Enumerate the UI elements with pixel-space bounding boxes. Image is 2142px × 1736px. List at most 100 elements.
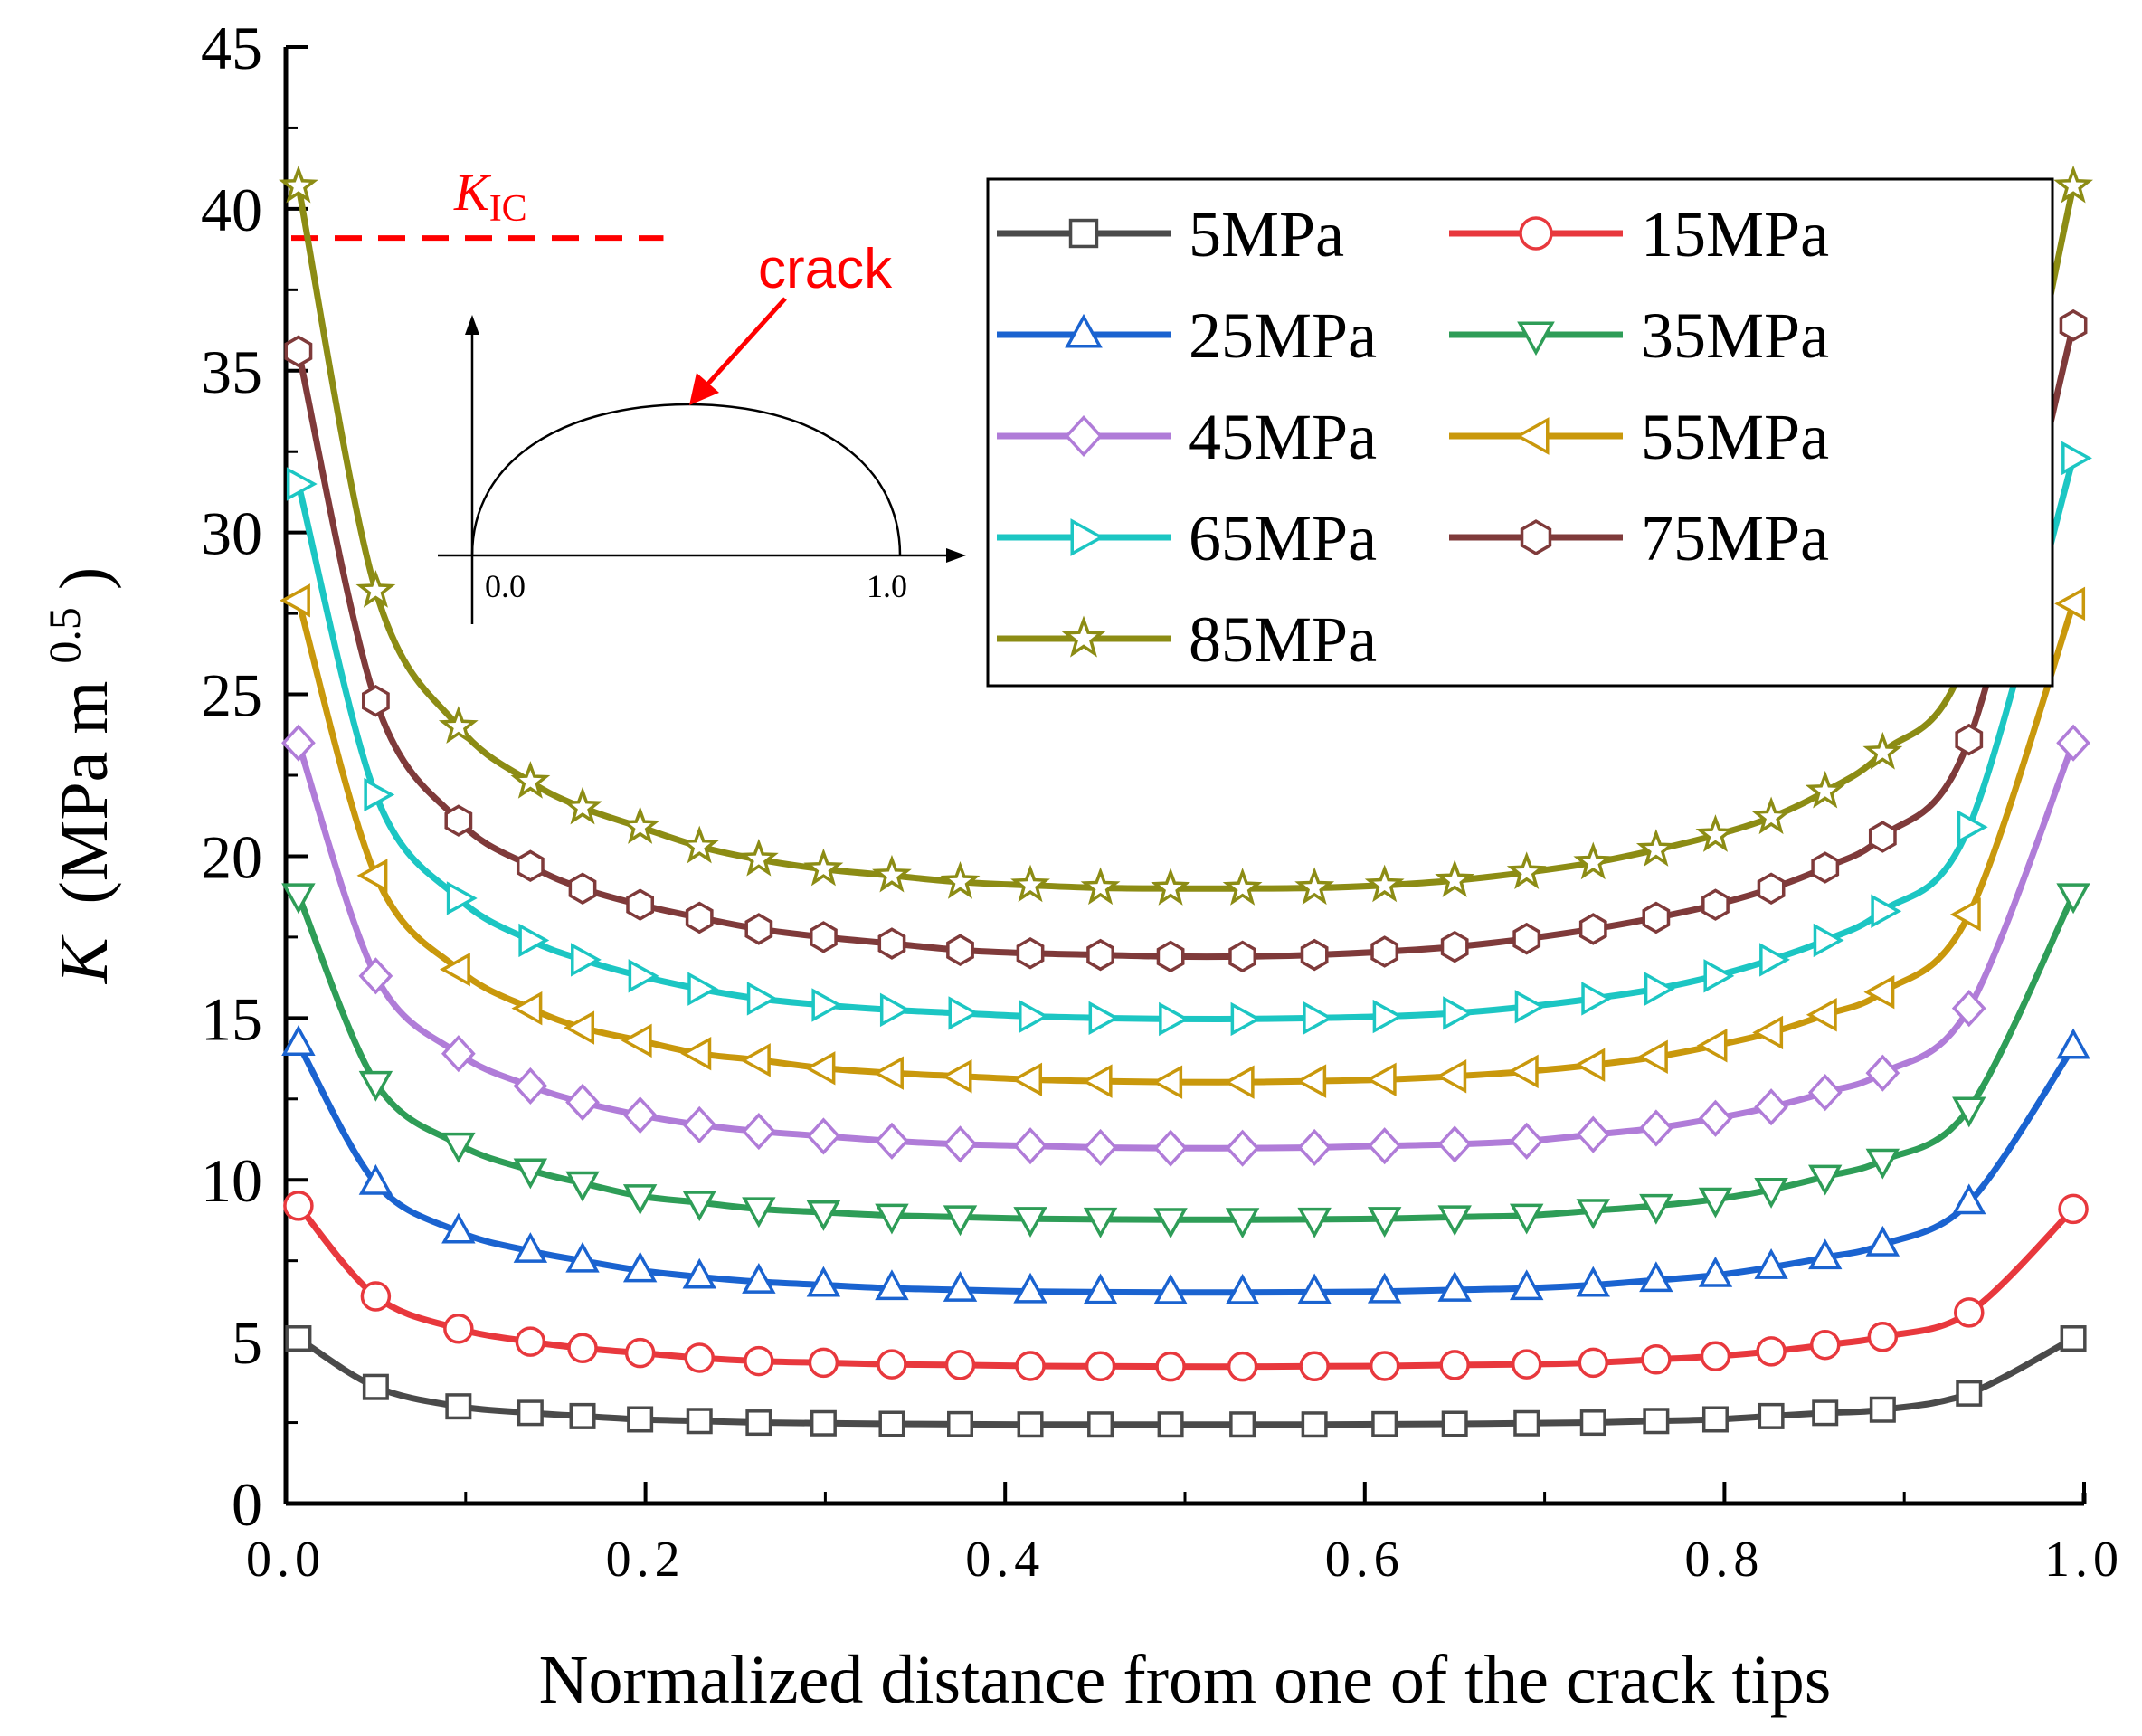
data-point [741,1112,776,1151]
data-point [1807,1074,1843,1112]
data-point [356,859,388,893]
y-axis-exponent: 0.5 [39,607,90,664]
data-point [1088,1001,1120,1036]
data-point [1087,1411,1114,1438]
data-point [1297,1128,1332,1167]
data-point [1754,1088,1788,1126]
data-point [1636,1039,1668,1074]
data-point [1698,1187,1733,1219]
data-point [1367,1272,1402,1304]
data-point [806,1266,841,1297]
data-point [1370,935,1399,968]
series-55MPa [280,583,2086,1099]
data-point [1159,1001,1189,1037]
data-point [444,804,473,837]
data-point [1223,1065,1255,1099]
data-point [1638,1109,1673,1147]
data-point [565,1171,600,1202]
legend-marker [1070,518,1105,556]
data-point [1153,1129,1188,1167]
data-point [946,934,974,966]
data-point [518,923,550,958]
y-ticks: 0 5 10 15 20 25 30 35 40 45 [201,14,308,1539]
data-point [1225,1129,1260,1167]
data-point [1013,1272,1047,1304]
data-point [281,1025,316,1056]
x-tick-label: 1.0 [2044,1532,2124,1588]
data-point [441,1212,476,1244]
data-point [1865,1225,1900,1257]
data-point [1869,1396,1896,1423]
data-point [1951,990,1986,1028]
data-point [563,786,602,825]
data-point [1507,1054,1539,1089]
data-point [2058,1193,2089,1225]
legend-marker [1519,216,1553,251]
legend-item-35MPa: 35MPa [1449,299,1829,372]
legend-item-5MPa: 5MPa [997,198,1344,270]
data-point [358,957,393,995]
y-tick-label: 20 [201,822,262,891]
series-45MPa [281,724,2090,1167]
data-point [1155,1351,1186,1382]
legend-item-45MPa: 45MPa [997,401,1377,473]
x-ticks: 0.0 0.2 0.4 0.6 0.8 1.0 [246,1482,2124,1588]
data-point [443,1314,474,1344]
data-point [1013,1127,1047,1165]
data-point [1696,1029,1728,1063]
data-point [439,952,470,987]
legend-label: 75MPa [1641,502,1829,574]
data-point [1301,1411,1328,1438]
data-point [441,1035,476,1073]
data-point [940,861,981,899]
data-point [1019,999,1049,1034]
data-point [1808,1238,1843,1270]
data-point [1365,1062,1397,1097]
legend-label: 55MPa [1641,401,1829,473]
data-point [1809,1329,1841,1361]
data-point [877,927,906,960]
data-point [1806,998,1837,1032]
data-point [947,1410,973,1437]
data-point [810,1409,837,1437]
data-point [1698,1099,1733,1137]
series-group [278,165,2093,1438]
data-point [1581,982,1613,1016]
data-point [283,1191,314,1221]
data-point [1227,1351,1258,1382]
data-point [1297,1207,1332,1238]
y-tick-label: 15 [201,984,262,1053]
data-point [682,1105,717,1143]
data-point [1440,930,1469,963]
data-point [948,996,980,1030]
data-point [620,806,660,844]
crack-annotation-arrow [706,297,787,386]
crack-annotation-arrowhead [689,373,719,405]
legend-box [986,177,2054,688]
data-point [803,848,844,887]
data-point [364,777,395,812]
data-point [804,1051,836,1086]
data-point [1083,1273,1118,1304]
y-axis-unit-close: ) [46,567,122,590]
data-point [680,1036,712,1071]
data-point [1510,1203,1544,1235]
data-point [745,1409,772,1437]
data-point [941,1059,972,1094]
data-point [1751,796,1792,835]
data-point [806,1200,841,1231]
data-point [1639,1261,1673,1293]
data-point [943,1125,978,1163]
legend-label: 25MPa [1189,299,1377,372]
data-point [446,881,478,915]
inset-tick-left: 0.0 [485,568,526,604]
crack-inset: 0.0 1.0 [438,315,966,624]
data-point [738,838,779,877]
data-point [285,1325,312,1352]
data-point [739,1043,771,1077]
data-point [280,583,310,618]
data-point [1955,723,1984,756]
data-point [1643,1408,1670,1435]
data-point [565,1083,600,1121]
